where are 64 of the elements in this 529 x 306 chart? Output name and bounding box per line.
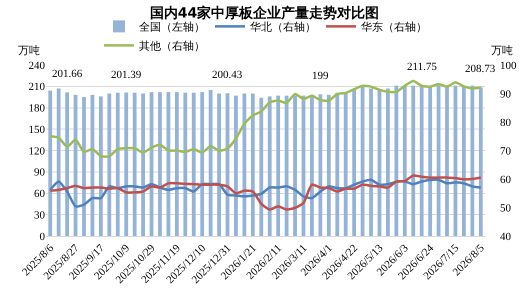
bar xyxy=(369,88,373,236)
bar xyxy=(141,94,145,236)
bar xyxy=(208,90,213,236)
bar xyxy=(454,86,458,236)
bar xyxy=(284,96,289,236)
bar xyxy=(226,93,230,236)
data-label: 201.66 xyxy=(52,68,83,80)
y-tick-label: 180 xyxy=(28,102,46,115)
y-tick-label: 90 xyxy=(34,166,46,179)
bar xyxy=(82,97,86,236)
bar xyxy=(48,90,52,236)
y-tick-label: 0 xyxy=(40,230,46,243)
data-label: 200.43 xyxy=(212,69,243,81)
bar xyxy=(378,89,382,236)
bar xyxy=(217,94,221,236)
bar xyxy=(132,92,137,236)
y2-tick-label: 60 xyxy=(500,174,512,186)
line-series xyxy=(48,80,482,158)
legend-label: 华东（右轴） xyxy=(361,20,427,34)
legend-label: 全国（左轴） xyxy=(139,20,205,34)
y2-axis-title: 万吨 xyxy=(491,44,513,57)
y2-tick-label: 90 xyxy=(500,88,512,100)
y-tick-label: 60 xyxy=(34,188,46,200)
y-axis-title: 万吨 xyxy=(18,44,40,57)
bar xyxy=(394,86,398,236)
legend-label: 华北（右轴） xyxy=(250,20,316,34)
y-tick-label: 120 xyxy=(28,145,46,158)
bar xyxy=(428,86,432,236)
bar xyxy=(352,88,356,236)
bar xyxy=(318,94,322,236)
y2-tick-label: 80 xyxy=(500,116,512,129)
data-label: 211.75 xyxy=(407,61,438,73)
y2-tick-label: 40 xyxy=(500,230,512,243)
bar xyxy=(293,96,297,236)
bar xyxy=(234,96,238,236)
bar xyxy=(74,94,78,236)
bar xyxy=(445,86,449,236)
bar xyxy=(90,94,94,236)
data-label: 208.73 xyxy=(465,63,496,75)
bar xyxy=(302,96,306,236)
data-label: 201.39 xyxy=(111,69,142,81)
bar xyxy=(360,86,364,236)
bar xyxy=(150,92,154,236)
bar xyxy=(174,92,179,236)
bar xyxy=(386,88,390,236)
bar xyxy=(166,92,170,236)
bar xyxy=(478,87,483,236)
y-tick-label: 150 xyxy=(28,124,46,136)
bar xyxy=(310,94,314,236)
bar xyxy=(158,92,162,236)
bar xyxy=(436,86,440,236)
chart-title: 国内44家中厚板企业产量走势对比图 xyxy=(150,4,380,22)
y-tick-label: 240 xyxy=(28,60,46,72)
data-label: 199 xyxy=(312,70,329,82)
bar xyxy=(242,94,246,236)
y-tick-label: 210 xyxy=(28,81,46,94)
y2-tick-label: 50 xyxy=(500,202,512,214)
bar xyxy=(65,92,70,236)
bar xyxy=(462,86,466,236)
legend-label: 其他（右轴） xyxy=(139,40,205,53)
bar xyxy=(98,96,103,236)
y-tick-label: 30 xyxy=(34,209,46,222)
y2-tick-label: 70 xyxy=(500,145,512,158)
y2-tick-label: 100 xyxy=(500,60,517,72)
